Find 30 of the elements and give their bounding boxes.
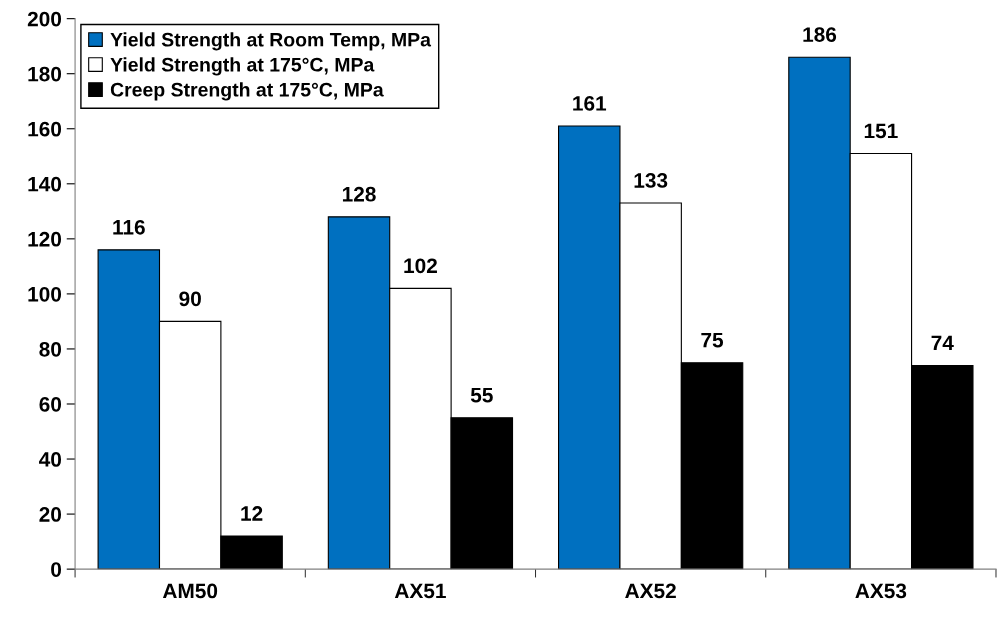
data-label: 128	[342, 186, 376, 202]
y-tick-label: 180	[28, 66, 62, 82]
y-tick-label: 160	[28, 121, 62, 137]
data-label: 116	[113, 219, 145, 235]
data-label: 161	[573, 96, 607, 111]
data-label: 102	[404, 258, 437, 274]
y-tick-label: 140	[28, 176, 62, 192]
y-tick-label: 100	[28, 286, 62, 302]
y-tick-label: 80	[39, 341, 62, 357]
data-label: 74	[931, 335, 954, 351]
data-label: 186	[803, 27, 837, 42]
legend-label: Creep Strength at 175°C, MPa	[110, 82, 384, 101]
data-label: 90	[179, 291, 201, 307]
data-label: 133	[634, 173, 668, 188]
y-tick-label: 120	[28, 231, 62, 247]
y-tick-label: 40	[39, 452, 62, 467]
data-label: 151	[864, 123, 898, 139]
data-label: 75	[701, 332, 724, 348]
legend-label: Yield Strength at 175°C, MPa	[110, 57, 375, 76]
legend-label: Yield Strength at Room Temp, MPa	[110, 32, 432, 51]
x-tick-label: AX53	[855, 583, 907, 599]
y-tick-label: 20	[39, 507, 62, 522]
data-label: 55	[470, 387, 493, 403]
data-label: 12	[241, 506, 263, 521]
x-tick-label: AX51	[394, 583, 446, 599]
y-tick-label: 60	[39, 396, 62, 412]
x-tick-label: AX52	[625, 583, 676, 599]
y-tick-label: 0	[51, 562, 62, 577]
x-tick-label: AM50	[162, 583, 218, 599]
y-tick-label: 200	[27, 11, 62, 27]
